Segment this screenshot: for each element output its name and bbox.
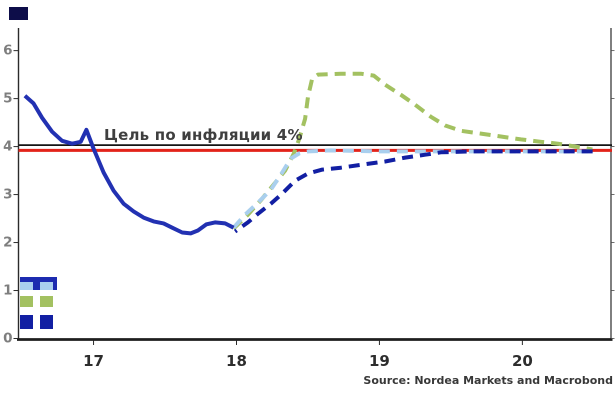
y-tick-label: 3 bbox=[3, 187, 12, 203]
source-caption: Source: Nordea Markets and Macrobond bbox=[363, 374, 613, 387]
baseline-scenario-line bbox=[232, 148, 594, 230]
y-tick-label: 6 bbox=[3, 43, 12, 59]
x-tick-label: 19 bbox=[369, 352, 390, 370]
chart-legend bbox=[20, 277, 57, 329]
low-scenario-swatch bbox=[20, 315, 57, 329]
inflation-target-label: Цель по инфляции 4% bbox=[104, 126, 303, 144]
y-tick-label: 4 bbox=[3, 139, 12, 155]
low-inflation-scenario-line bbox=[233, 149, 594, 234]
y-tick-label: 0 bbox=[3, 331, 12, 347]
title-marker bbox=[9, 7, 28, 20]
baseline-scenario-swatch-dash bbox=[20, 282, 57, 290]
baseline-scenario-swatch bbox=[20, 277, 57, 290]
x-tick-label: 20 bbox=[512, 352, 533, 370]
high-inflation-scenario-line bbox=[232, 71, 593, 231]
high-scenario-swatch bbox=[20, 296, 57, 307]
x-tick-label: 18 bbox=[226, 352, 247, 370]
y-tick-label: 2 bbox=[3, 235, 12, 251]
y-tick-label: 5 bbox=[3, 91, 12, 107]
actual-inflation-line bbox=[23, 94, 235, 236]
x-tick-label: 17 bbox=[83, 352, 104, 370]
y-tick-label: 1 bbox=[3, 283, 12, 299]
